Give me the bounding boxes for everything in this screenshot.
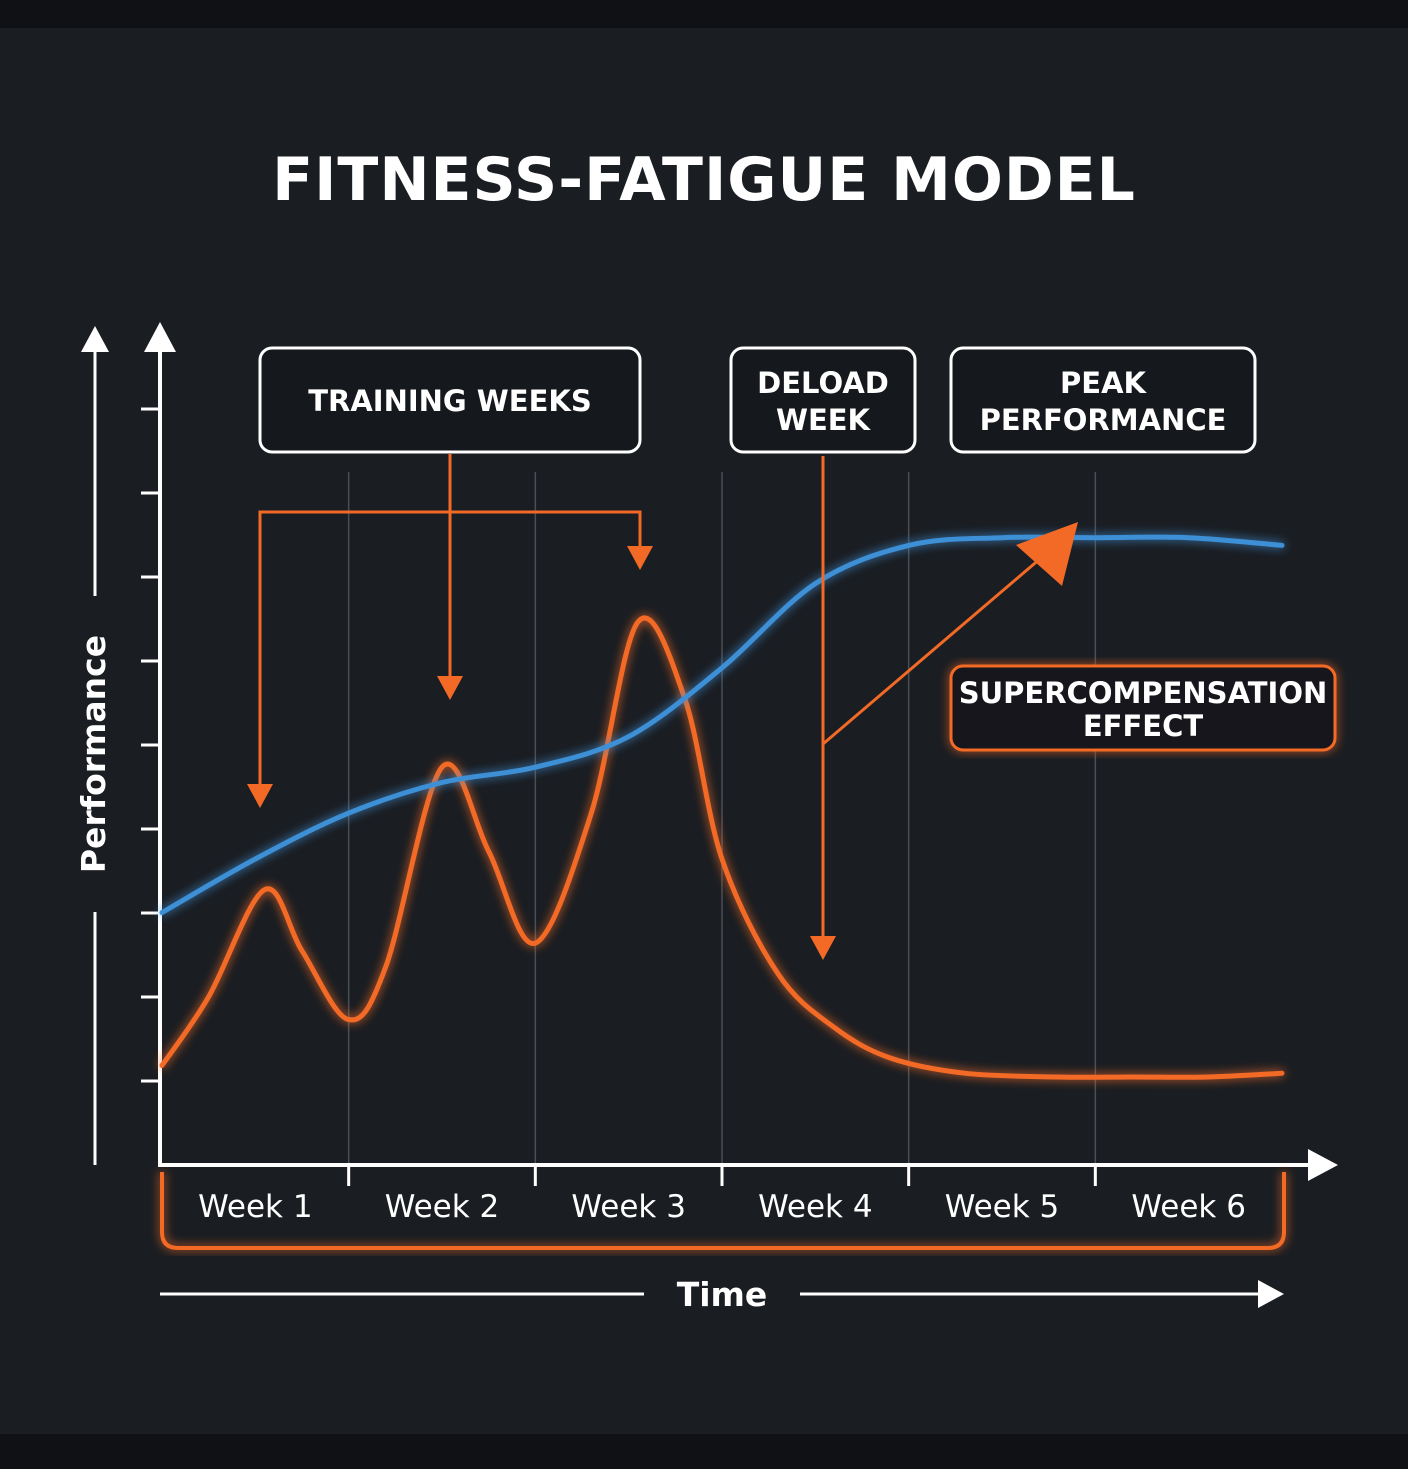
y-axis-arrow xyxy=(144,322,176,352)
fatigue-line xyxy=(159,615,1285,1080)
deload-arrow-head xyxy=(810,936,836,960)
x-tick-labels: Week 1 Week 2 Week 3 Week 4 Week 5 Week 6 xyxy=(198,1189,1246,1225)
training-weeks-arrows xyxy=(258,454,642,785)
y-axis-label: Performance xyxy=(74,635,113,873)
supercompensation-label-line1: SUPERCOMPENSATION xyxy=(959,676,1328,710)
chart-title: FITNESS-FATIGUE MODEL xyxy=(272,145,1136,215)
peak-label-line1: PEAK xyxy=(1060,366,1148,400)
arrow-head-week3 xyxy=(627,546,653,570)
x-tick-label: Week 1 xyxy=(198,1189,313,1225)
supercompensation-arrow-head xyxy=(1016,522,1078,586)
deload-label-line2: WEEK xyxy=(776,403,872,437)
x-tick-label: Week 4 xyxy=(758,1189,873,1225)
x-tick-label: Week 6 xyxy=(1131,1189,1246,1225)
x-tick-label: Week 3 xyxy=(571,1189,686,1225)
supercompensation-arrow-line xyxy=(822,550,1049,746)
arrow-head-week1 xyxy=(247,784,273,808)
supercompensation-box xyxy=(949,664,1337,752)
series-layer xyxy=(159,534,1285,1080)
arrow-head-week2 xyxy=(437,676,463,700)
weeks-bracket xyxy=(160,1172,1286,1250)
x-axis-arrow xyxy=(1308,1149,1338,1181)
x-tick-label: Week 2 xyxy=(385,1189,500,1225)
deload-week-box xyxy=(729,346,917,454)
x-axis-label: Time xyxy=(677,1275,768,1314)
time-arrow-head xyxy=(1258,1280,1284,1308)
peak-label-line2: PERFORMANCE xyxy=(980,403,1227,437)
training-weeks-label: TRAINING WEEKS xyxy=(308,384,592,418)
fitness-line xyxy=(159,534,1285,916)
peak-performance-box xyxy=(949,346,1257,454)
deload-label-line1: DELOAD xyxy=(757,366,889,400)
grid-lines xyxy=(347,472,1097,1163)
supercompensation-label-line2: EFFECT xyxy=(1083,709,1204,743)
training-weeks-box xyxy=(258,346,642,454)
x-ticks xyxy=(347,1165,1097,1186)
y-ticks xyxy=(141,407,160,1083)
x-tick-label: Week 5 xyxy=(945,1189,1060,1225)
performance-arrow-head xyxy=(81,326,109,352)
